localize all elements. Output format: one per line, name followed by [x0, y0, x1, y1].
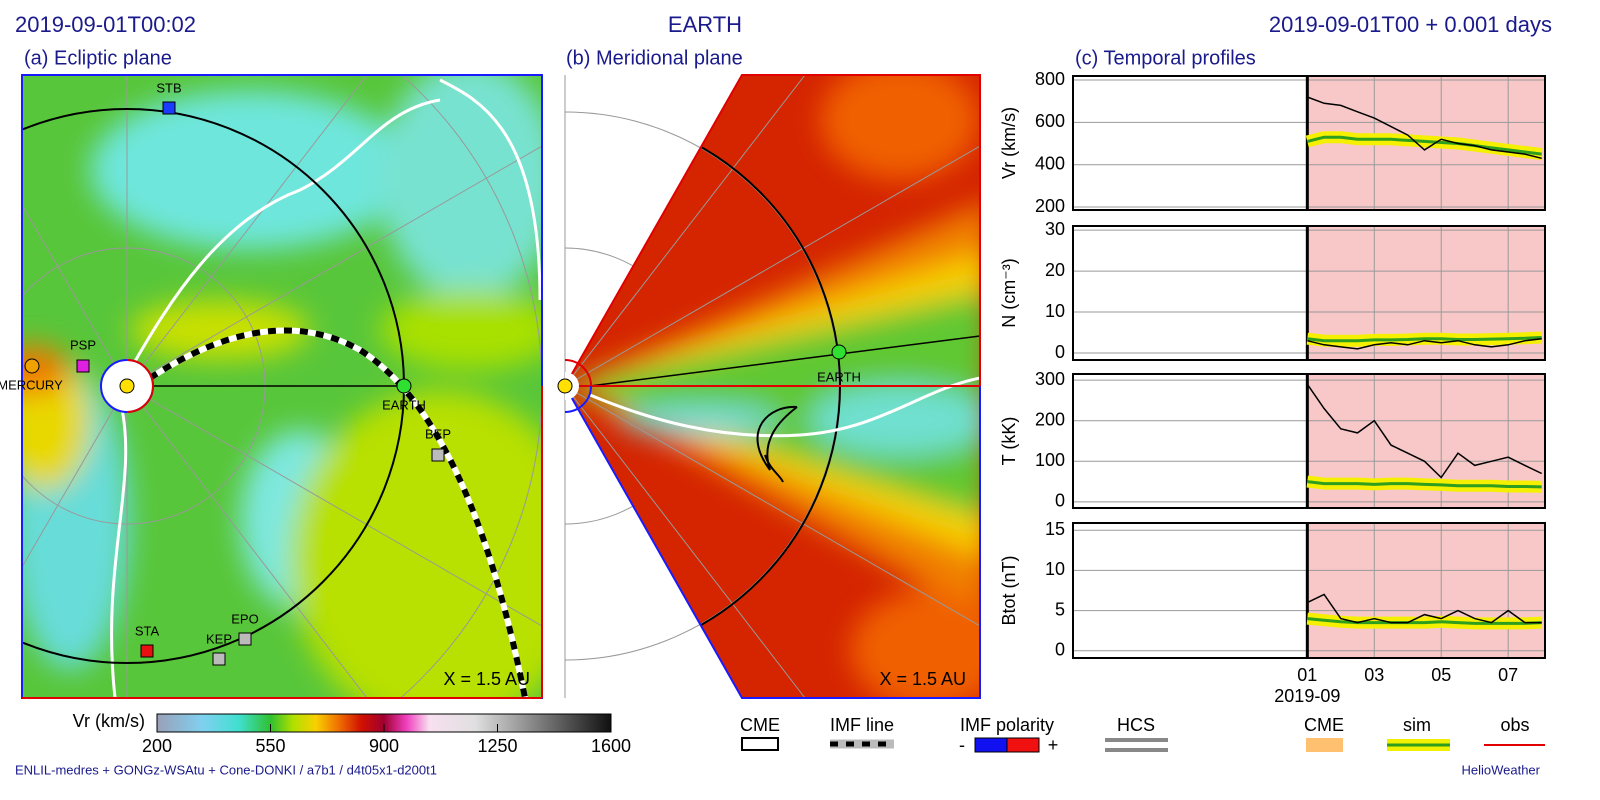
legend-label: IMF line [830, 715, 894, 735]
series-line [1307, 337, 1542, 350]
x-tick-label: 07 [1498, 665, 1518, 685]
series-line [1307, 617, 1542, 625]
panel-title: (c) Temporal profiles [1075, 47, 1256, 69]
series-line [1307, 96, 1542, 160]
polarity-sign: + [1048, 735, 1059, 755]
body-label: EARTH [382, 397, 426, 412]
colorbar-label: Vr (km/s) [73, 711, 145, 731]
x-tick-label: 03 [1364, 665, 1384, 685]
series-line [1307, 336, 1542, 343]
y-tick-label: 300 [1035, 369, 1065, 389]
body-label: MERCURY [0, 377, 63, 392]
y-axis-label: T (kK) [999, 417, 1019, 466]
y-tick-label: 10 [1045, 301, 1065, 321]
colorbar-tick-label: 1600 [591, 736, 631, 756]
header-offset: 2019-09-01T00 + 0.001 days [1269, 12, 1552, 37]
body-label: PSP [70, 337, 96, 352]
series-line [1306, 135, 1542, 156]
y-tick-label: 200 [1035, 409, 1065, 429]
body-label: EARTH [817, 369, 861, 384]
y-tick-label: 0 [1055, 342, 1065, 362]
x-tick-label: 01 [1297, 665, 1317, 685]
legend-label: CME [740, 715, 780, 735]
y-tick-label: 600 [1035, 111, 1065, 131]
colorbar-tick-label: 900 [369, 736, 399, 756]
plot-frame [1072, 75, 1546, 211]
x-tick-label: 05 [1431, 665, 1451, 685]
y-tick-label: 0 [1055, 640, 1065, 660]
polarity-sign: - [959, 735, 965, 755]
y-tick-label: 0 [1055, 491, 1065, 511]
header-target: EARTH [668, 12, 742, 37]
legend-label: HCS [1117, 715, 1155, 735]
y-tick-label: 30 [1045, 219, 1065, 239]
footer-brand: HelioWeather [1461, 762, 1540, 777]
body-label: KEP [206, 631, 232, 646]
plot-frame [1072, 522, 1546, 659]
legend-label: CME [1304, 715, 1344, 735]
y-tick-label: 20 [1045, 260, 1065, 280]
body-label: STA [135, 623, 160, 638]
y-tick-label: 10 [1045, 559, 1065, 579]
y-tick-label: 15 [1045, 519, 1065, 539]
x-axis-label: 2019-09 [1274, 686, 1340, 706]
plot-frame [1072, 373, 1546, 509]
panel-title: (a) Ecliptic plane [24, 47, 172, 69]
observed-window [1307, 523, 1545, 658]
panel-title: (b) Meridional plane [566, 47, 743, 69]
ecliptic-map [22, 75, 542, 698]
colorbar-tick-label: 1250 [477, 736, 517, 756]
legend-label: sim [1403, 715, 1431, 735]
y-tick-label: 200 [1035, 196, 1065, 216]
series-line [1306, 383, 1543, 479]
y-tick-label: 100 [1035, 450, 1065, 470]
legend-label: IMF polarity [960, 715, 1054, 735]
y-tick-label: 800 [1035, 69, 1065, 89]
y-axis-label: Btot (nT) [999, 555, 1019, 625]
plot-frame [1072, 225, 1546, 361]
header-time: 2019-09-01T00:02 [15, 12, 196, 37]
y-axis-label: N (cm⁻³) [999, 258, 1019, 327]
colorbar-tick-label: 200 [142, 736, 172, 756]
y-axis-label: Vr (km/s) [999, 107, 1019, 179]
footer-credits: ENLIL-medres + GONGz-WSAtu + Cone-DONKI … [15, 762, 437, 777]
colorbar-tick-label: 550 [255, 736, 285, 756]
series-line [1306, 593, 1542, 624]
body-label: STB [156, 80, 181, 95]
scale-label: X = 1.5 AU [443, 669, 530, 689]
y-tick-label: 400 [1035, 153, 1065, 173]
y-tick-label: 5 [1055, 599, 1065, 619]
series-line [1307, 480, 1542, 489]
body-label: EPO [231, 611, 258, 626]
body-label: BEP [425, 426, 451, 441]
legend-label: obs [1500, 715, 1529, 735]
scale-label: X = 1.5 AU [879, 669, 966, 689]
